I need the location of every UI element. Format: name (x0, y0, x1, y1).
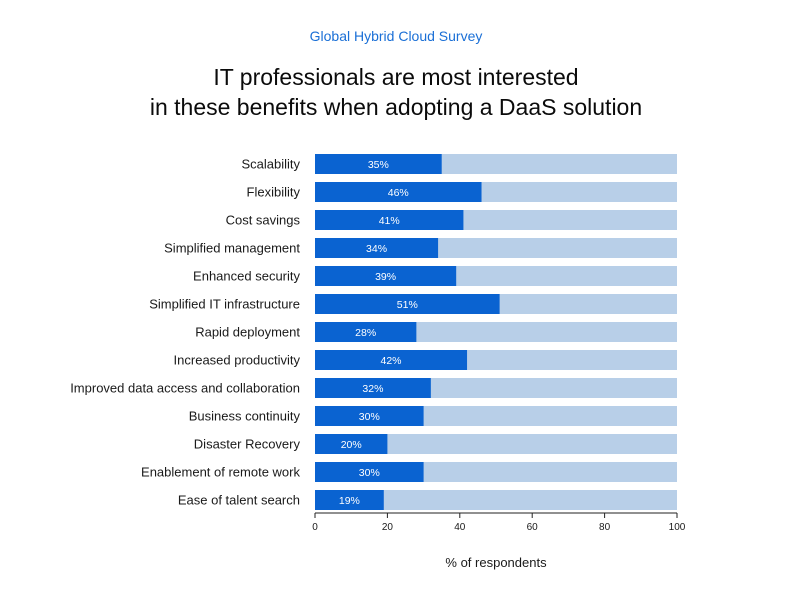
category-label: Enhanced security (193, 269, 300, 284)
chart-title-line-1: IT professionals are most interested (213, 64, 579, 90)
x-axis: 0 20 40 60 80 100 (312, 512, 686, 533)
category-label: Rapid deployment (195, 325, 300, 340)
x-tick-label: 20 (382, 522, 394, 533)
x-tick-label: 40 (454, 522, 466, 533)
bar-13 (315, 490, 384, 510)
x-tick-label: 0 (312, 522, 318, 533)
bar-value-label: 46% (388, 187, 409, 199)
bar-value-label: 41% (379, 215, 400, 227)
bar-value-label: 42% (381, 355, 402, 367)
bar-value-label: 19% (339, 495, 360, 507)
category-label: Scalability (241, 157, 300, 172)
chart-title-line-2: in these benefits when adopting a DaaS s… (149, 94, 643, 120)
category-label: Cost savings (226, 213, 301, 228)
bar-3 (315, 210, 464, 230)
category-label: Improved data access and collaboration (70, 381, 300, 396)
bar-value-label: 35% (368, 159, 389, 171)
bar-12 (315, 462, 424, 482)
bar-value-label: 28% (355, 327, 376, 339)
category-label: Enablement of remote work (141, 465, 300, 480)
chart-subtitle: Global Hybrid Cloud Survey (309, 28, 483, 44)
bar-10 (315, 406, 424, 426)
x-tick-label: 80 (599, 522, 611, 533)
bar-1 (315, 154, 442, 174)
bar-value-label: 39% (375, 271, 396, 283)
bar-value-label: 34% (366, 243, 387, 255)
bar-5 (315, 266, 457, 286)
bar-9 (315, 378, 431, 398)
x-axis-title: % of respondents (445, 555, 547, 570)
category-label: Business continuity (189, 409, 301, 424)
category-label: Ease of talent search (178, 493, 300, 508)
category-label: Disaster Recovery (194, 437, 301, 452)
bar-6 (315, 294, 500, 314)
category-label: Increased productivity (174, 353, 301, 368)
bar-value-label: 51% (397, 299, 418, 311)
bar-value-label: 30% (359, 411, 380, 423)
bar-track (315, 490, 677, 510)
x-tick-label: 60 (527, 522, 539, 533)
bar-2 (315, 182, 482, 202)
bar-7 (315, 322, 417, 342)
bar-track (315, 434, 677, 454)
bar-value-label: 30% (359, 467, 380, 479)
bar-value-label: 32% (362, 383, 383, 395)
category-label: Simplified IT infrastructure (149, 297, 300, 312)
chart-title: IT professionals are most interested in … (0, 62, 792, 122)
bar-4 (315, 238, 439, 258)
bar-value-label: 20% (341, 439, 362, 451)
x-tick-label: 100 (669, 522, 686, 533)
bar-11 (315, 434, 388, 454)
bar-8 (315, 350, 468, 370)
category-label: Simplified management (164, 241, 300, 256)
bars-layer: 35% Scalability 46% Flexibility 41% Cost savi… (70, 154, 677, 510)
category-label: Flexibility (247, 185, 301, 200)
